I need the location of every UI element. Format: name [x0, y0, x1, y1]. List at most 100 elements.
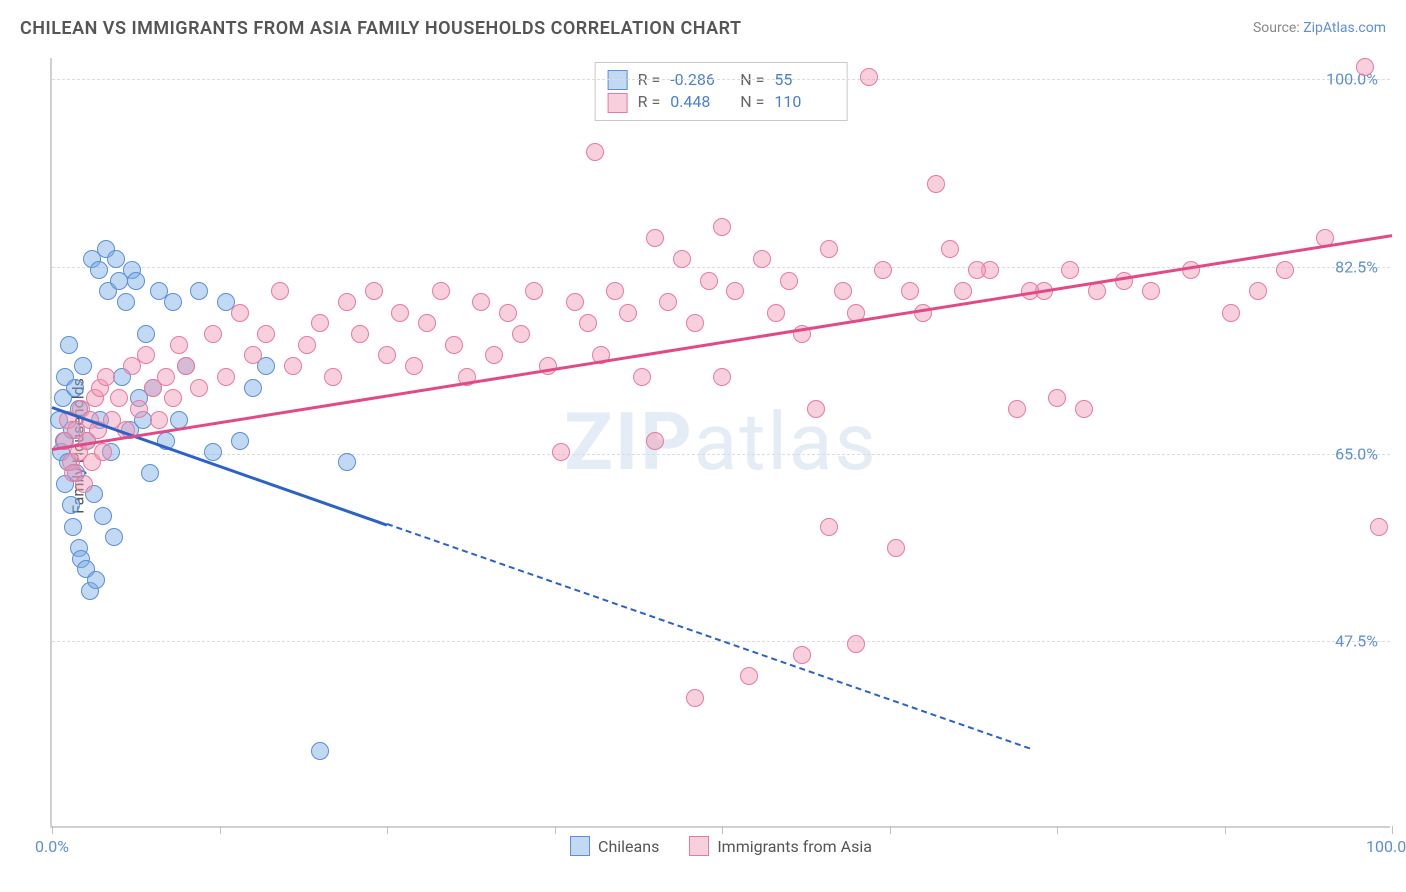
data-point	[107, 250, 125, 268]
legend-item: Chileans	[570, 836, 659, 856]
data-point	[170, 336, 188, 354]
x-tick	[722, 826, 723, 834]
data-point	[1075, 400, 1093, 418]
data-point	[673, 250, 691, 268]
data-point	[619, 304, 637, 322]
data-point	[566, 293, 584, 311]
source-prefix: Source:	[1253, 20, 1303, 36]
data-point	[847, 635, 865, 653]
data-point	[740, 667, 758, 685]
data-point	[552, 443, 570, 461]
x-tick-label: 100.0%	[1366, 837, 1406, 856]
data-point	[1370, 518, 1388, 536]
data-point	[901, 282, 919, 300]
data-point	[780, 272, 798, 290]
data-point	[105, 528, 123, 546]
data-point	[713, 218, 731, 236]
stats-legend-box: R =-0.286N =55R =0.448N =110	[595, 62, 848, 121]
data-point	[177, 357, 195, 375]
data-point	[633, 368, 651, 386]
data-point	[686, 689, 704, 707]
data-point	[1222, 304, 1240, 322]
y-tick-label: 47.5%	[1335, 631, 1378, 650]
watermark-bold: ZIP	[564, 395, 694, 489]
data-point	[74, 357, 92, 375]
data-point	[432, 282, 450, 300]
data-point	[405, 357, 423, 375]
data-point	[1061, 261, 1079, 279]
data-point	[127, 272, 145, 290]
data-point	[445, 336, 463, 354]
data-point	[204, 443, 222, 461]
series-swatch	[608, 93, 628, 113]
data-point	[62, 496, 80, 514]
data-point	[324, 368, 342, 386]
trend-line-extrapolated	[387, 523, 1031, 749]
data-point	[968, 261, 986, 279]
y-tick-label: 82.5%	[1335, 257, 1378, 276]
data-point	[338, 293, 356, 311]
data-point	[311, 742, 329, 760]
legend-label: Chileans	[598, 837, 659, 856]
data-point	[834, 282, 852, 300]
data-point	[1356, 58, 1374, 76]
data-point	[338, 453, 356, 471]
data-point	[257, 325, 275, 343]
data-point	[391, 304, 409, 322]
data-point	[418, 314, 436, 332]
data-point	[204, 325, 222, 343]
watermark: ZIPatlas	[564, 395, 877, 489]
data-point	[244, 346, 262, 364]
data-point	[954, 282, 972, 300]
r-label: R =	[638, 91, 661, 113]
data-point	[117, 293, 135, 311]
data-point	[231, 304, 249, 322]
x-tick	[1392, 826, 1393, 834]
data-point	[499, 304, 517, 322]
data-point	[94, 507, 112, 525]
data-point	[164, 389, 182, 407]
y-tick-label: 65.0%	[1335, 444, 1378, 463]
legend-swatch	[689, 836, 709, 856]
n-value: 110	[774, 91, 834, 113]
bottom-legend: Chileans Immigrants from Asia	[570, 836, 872, 856]
data-point	[271, 282, 289, 300]
data-point	[820, 240, 838, 258]
data-point	[97, 368, 115, 386]
data-point	[941, 240, 959, 258]
correlation-chart: CHILEAN VS IMMIGRANTS FROM ASIA FAMILY H…	[0, 0, 1406, 892]
gridline	[52, 79, 1390, 80]
data-point	[378, 346, 396, 364]
data-point	[1048, 389, 1066, 407]
data-point	[887, 539, 905, 557]
legend-swatch	[570, 836, 590, 856]
legend-label: Immigrants from Asia	[717, 837, 872, 856]
data-point	[157, 368, 175, 386]
data-point	[659, 293, 677, 311]
plot-area: ZIPatlas R =-0.286N =55R =0.448N =110 Ch…	[50, 58, 1390, 828]
data-point	[686, 314, 704, 332]
data-point	[525, 282, 543, 300]
source-attribution: Source: ZipAtlas.com	[1253, 20, 1386, 36]
source-link[interactable]: ZipAtlas.com	[1303, 20, 1386, 36]
data-point	[1276, 261, 1294, 279]
legend-item: Immigrants from Asia	[689, 836, 872, 856]
data-point	[164, 293, 182, 311]
x-tick	[52, 826, 53, 834]
chart-title: CHILEAN VS IMMIGRANTS FROM ASIA FAMILY H…	[20, 18, 742, 39]
r-value: 0.448	[670, 91, 730, 113]
data-point	[190, 379, 208, 397]
n-label: N =	[740, 91, 764, 113]
data-point	[365, 282, 383, 300]
data-point	[586, 143, 604, 161]
watermark-rest: atlas	[694, 395, 878, 489]
data-point	[726, 282, 744, 300]
data-point	[141, 464, 159, 482]
data-point	[874, 261, 892, 279]
data-point	[793, 646, 811, 664]
x-tick	[555, 826, 556, 834]
x-tick	[890, 826, 891, 834]
data-point	[351, 325, 369, 343]
data-point	[807, 400, 825, 418]
stats-row: R = 0.448 N = 110	[608, 91, 835, 113]
